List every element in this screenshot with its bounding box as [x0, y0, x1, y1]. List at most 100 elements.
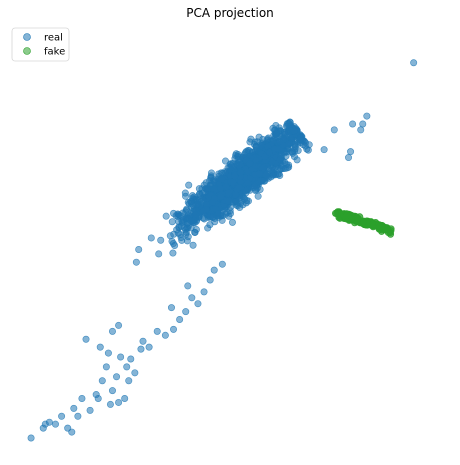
real-point: [113, 373, 121, 381]
real-point: [222, 157, 230, 165]
real-point: [330, 126, 338, 134]
real-point: [169, 249, 177, 257]
real-point: [184, 233, 192, 241]
real-point: [232, 191, 240, 199]
real-point: [184, 282, 192, 290]
real-point: [261, 152, 269, 160]
real-point: [51, 420, 59, 428]
real-point: [210, 266, 218, 274]
real-point: [92, 391, 100, 399]
real-point: [45, 418, 53, 426]
real-point: [181, 189, 189, 197]
real-point: [125, 377, 133, 385]
real-point: [137, 345, 145, 353]
real-point: [102, 363, 110, 371]
real-point: [212, 205, 220, 213]
real-point: [191, 228, 199, 236]
real-point: [221, 168, 229, 176]
real-point: [251, 182, 259, 190]
real-point: [252, 143, 260, 151]
real-point: [301, 142, 309, 150]
fake-point: [332, 209, 340, 217]
real-point: [182, 308, 190, 316]
real-point: [182, 206, 190, 214]
real-point: [288, 148, 296, 156]
real-point: [96, 343, 104, 351]
legend-label-real: real: [44, 33, 63, 44]
real-point: [162, 212, 170, 220]
real-point: [78, 394, 86, 402]
real-point: [225, 197, 233, 205]
fake-point: [369, 223, 377, 231]
legend-swatch-real: [23, 33, 31, 41]
fake-point: [360, 217, 368, 225]
real-point: [199, 207, 207, 215]
real-point: [193, 200, 201, 208]
real-point: [218, 175, 226, 183]
real-point: [82, 335, 90, 343]
real-point: [274, 170, 282, 178]
real-point: [121, 394, 129, 402]
real-point: [255, 170, 263, 178]
real-point: [27, 434, 35, 442]
real-point: [98, 377, 106, 385]
real-point: [108, 387, 116, 395]
real-point: [70, 404, 78, 412]
real-point: [231, 172, 239, 180]
real-point: [234, 155, 242, 163]
real-point: [268, 158, 276, 166]
real-point: [228, 218, 236, 226]
real-point: [127, 355, 135, 363]
real-point: [271, 134, 279, 142]
real-point: [359, 120, 367, 128]
real-point: [269, 124, 277, 132]
fake-point: [343, 211, 351, 219]
real-point: [290, 127, 298, 135]
real-point: [218, 260, 226, 268]
real-point: [188, 294, 196, 302]
real-points: [27, 59, 418, 442]
real-point: [277, 151, 285, 159]
real-point: [145, 343, 153, 351]
real-point: [410, 59, 418, 67]
real-point: [225, 189, 233, 197]
real-point: [229, 178, 237, 186]
real-point: [235, 183, 243, 191]
real-point: [86, 406, 94, 414]
real-point: [265, 148, 273, 156]
real-point: [194, 300, 202, 308]
real-point: [264, 135, 272, 143]
real-point: [132, 258, 140, 266]
real-point: [155, 250, 163, 258]
real-point: [247, 135, 255, 143]
real-point: [170, 325, 178, 333]
real-point: [293, 156, 301, 164]
real-point: [320, 146, 328, 154]
real-point: [281, 130, 289, 138]
real-point: [115, 398, 123, 406]
real-point: [176, 315, 184, 323]
real-point: [131, 369, 139, 377]
real-point: [296, 136, 304, 144]
legend-swatch-fake: [23, 47, 31, 55]
real-point: [268, 166, 276, 174]
real-point: [225, 212, 233, 220]
real-point: [187, 198, 195, 206]
real-point: [171, 242, 179, 250]
real-point: [217, 193, 225, 201]
real-point: [185, 181, 193, 189]
real-point: [74, 412, 82, 420]
real-point: [283, 120, 291, 128]
real-point: [166, 232, 174, 240]
real-point: [147, 234, 155, 242]
real-point: [357, 126, 365, 134]
real-point: [262, 171, 270, 179]
real-point: [68, 428, 76, 436]
real-point: [254, 192, 262, 200]
real-point: [117, 353, 125, 361]
real-point: [237, 169, 245, 177]
real-point: [157, 236, 165, 244]
real-point: [347, 148, 355, 156]
real-point: [363, 112, 371, 120]
